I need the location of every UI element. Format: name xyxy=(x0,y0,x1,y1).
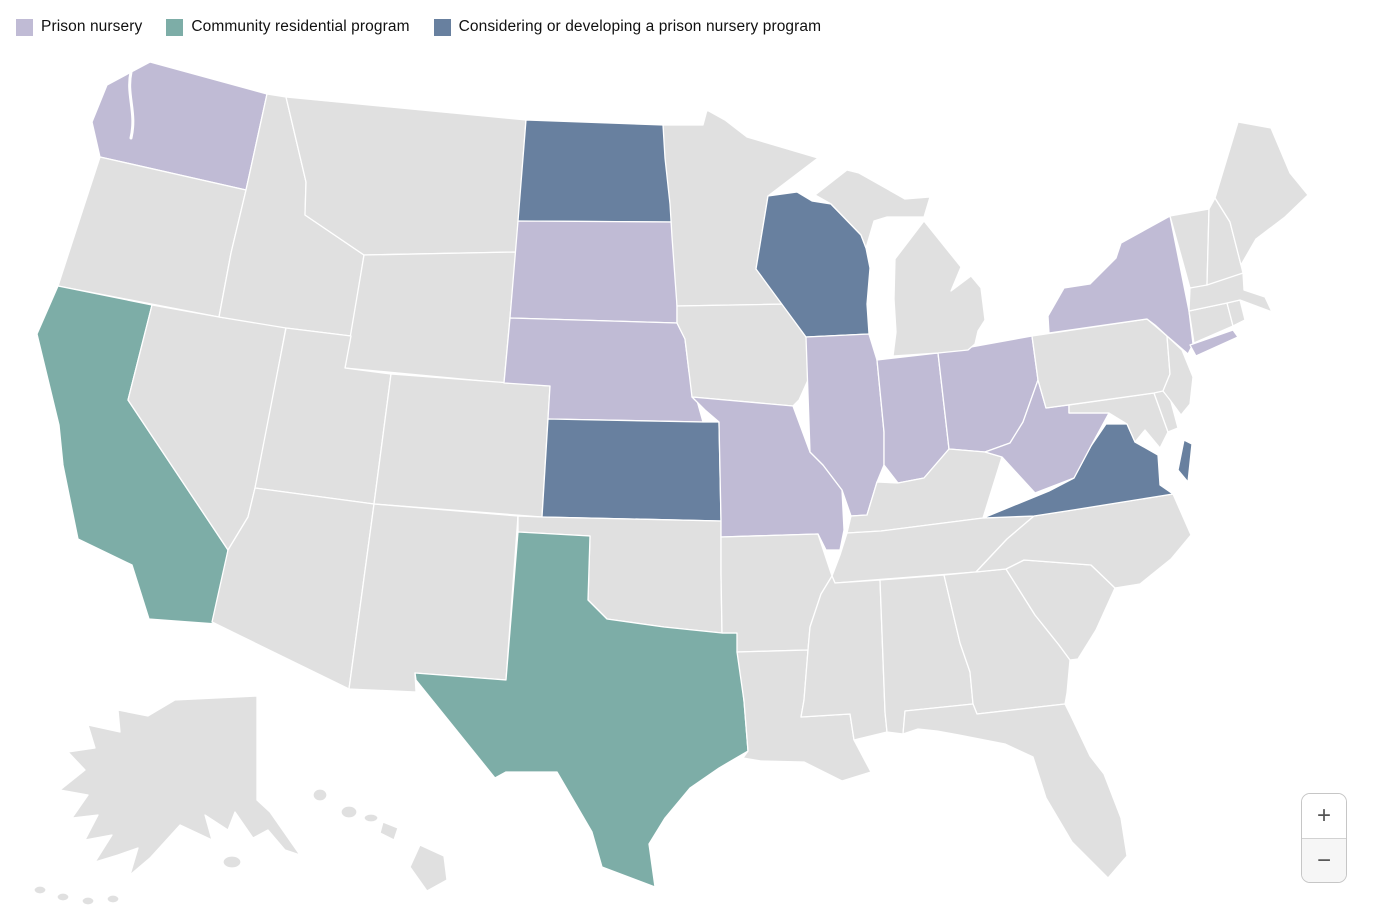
state-new-mexico[interactable] xyxy=(348,503,519,693)
state-hawaii-oahu[interactable] xyxy=(340,805,358,819)
puget-sound-detail xyxy=(128,70,135,140)
legend-item-community-residential: Community residential program xyxy=(166,18,409,36)
state-wyoming[interactable] xyxy=(344,251,517,384)
state-hawaii-big-island[interactable] xyxy=(409,844,448,892)
state-new-york-long-island[interactable] xyxy=(1189,329,1239,357)
zoom-out-button[interactable]: − xyxy=(1302,838,1346,882)
state-kansas[interactable] xyxy=(541,418,722,522)
state-texas[interactable] xyxy=(414,531,749,888)
state-new-jersey[interactable] xyxy=(1162,335,1194,416)
map-zoom-controls: + − xyxy=(1301,793,1347,883)
state-maine[interactable] xyxy=(1214,121,1309,266)
state-south-dakota[interactable] xyxy=(509,220,678,324)
legend-label: Community residential program xyxy=(191,18,410,35)
states-layer xyxy=(33,61,1309,906)
state-alaska-aleutian-island[interactable] xyxy=(56,892,70,902)
state-colorado[interactable] xyxy=(373,373,551,518)
legend-item-prison-nursery: Prison nursery xyxy=(16,18,142,36)
state-michigan-upper[interactable] xyxy=(814,169,931,249)
state-alaska-aleutian-island[interactable] xyxy=(33,885,47,895)
state-hawaii-maui[interactable] xyxy=(379,821,399,841)
legend-label: Prison nursery xyxy=(41,18,143,35)
state-wisconsin[interactable] xyxy=(755,191,871,338)
prison-nursery-swatch-icon xyxy=(16,18,33,36)
state-virginia-eastern-shore[interactable] xyxy=(1177,439,1193,483)
legend-item-considering: Considering or developing a prison nurse… xyxy=(433,18,822,36)
state-alaska-aleutian-island[interactable] xyxy=(106,894,120,904)
state-michigan-lower[interactable] xyxy=(892,220,986,357)
legend: Prison nursery Community residential pro… xyxy=(16,18,821,36)
state-alaska-kodiak-island[interactable] xyxy=(222,855,242,869)
considering-swatch-icon xyxy=(433,18,451,36)
state-alaska-aleutian-island[interactable] xyxy=(81,896,95,906)
state-hawaii-kauai[interactable] xyxy=(312,788,328,802)
state-north-dakota[interactable] xyxy=(517,119,676,223)
zoom-in-button[interactable]: + xyxy=(1302,794,1346,838)
state-florida[interactable] xyxy=(902,703,1128,879)
state-hawaii-molokai[interactable] xyxy=(363,813,379,823)
state-alaska[interactable] xyxy=(59,695,301,876)
legend-label: Considering or developing a prison nurse… xyxy=(458,18,822,35)
community-residential-swatch-icon xyxy=(166,18,184,36)
